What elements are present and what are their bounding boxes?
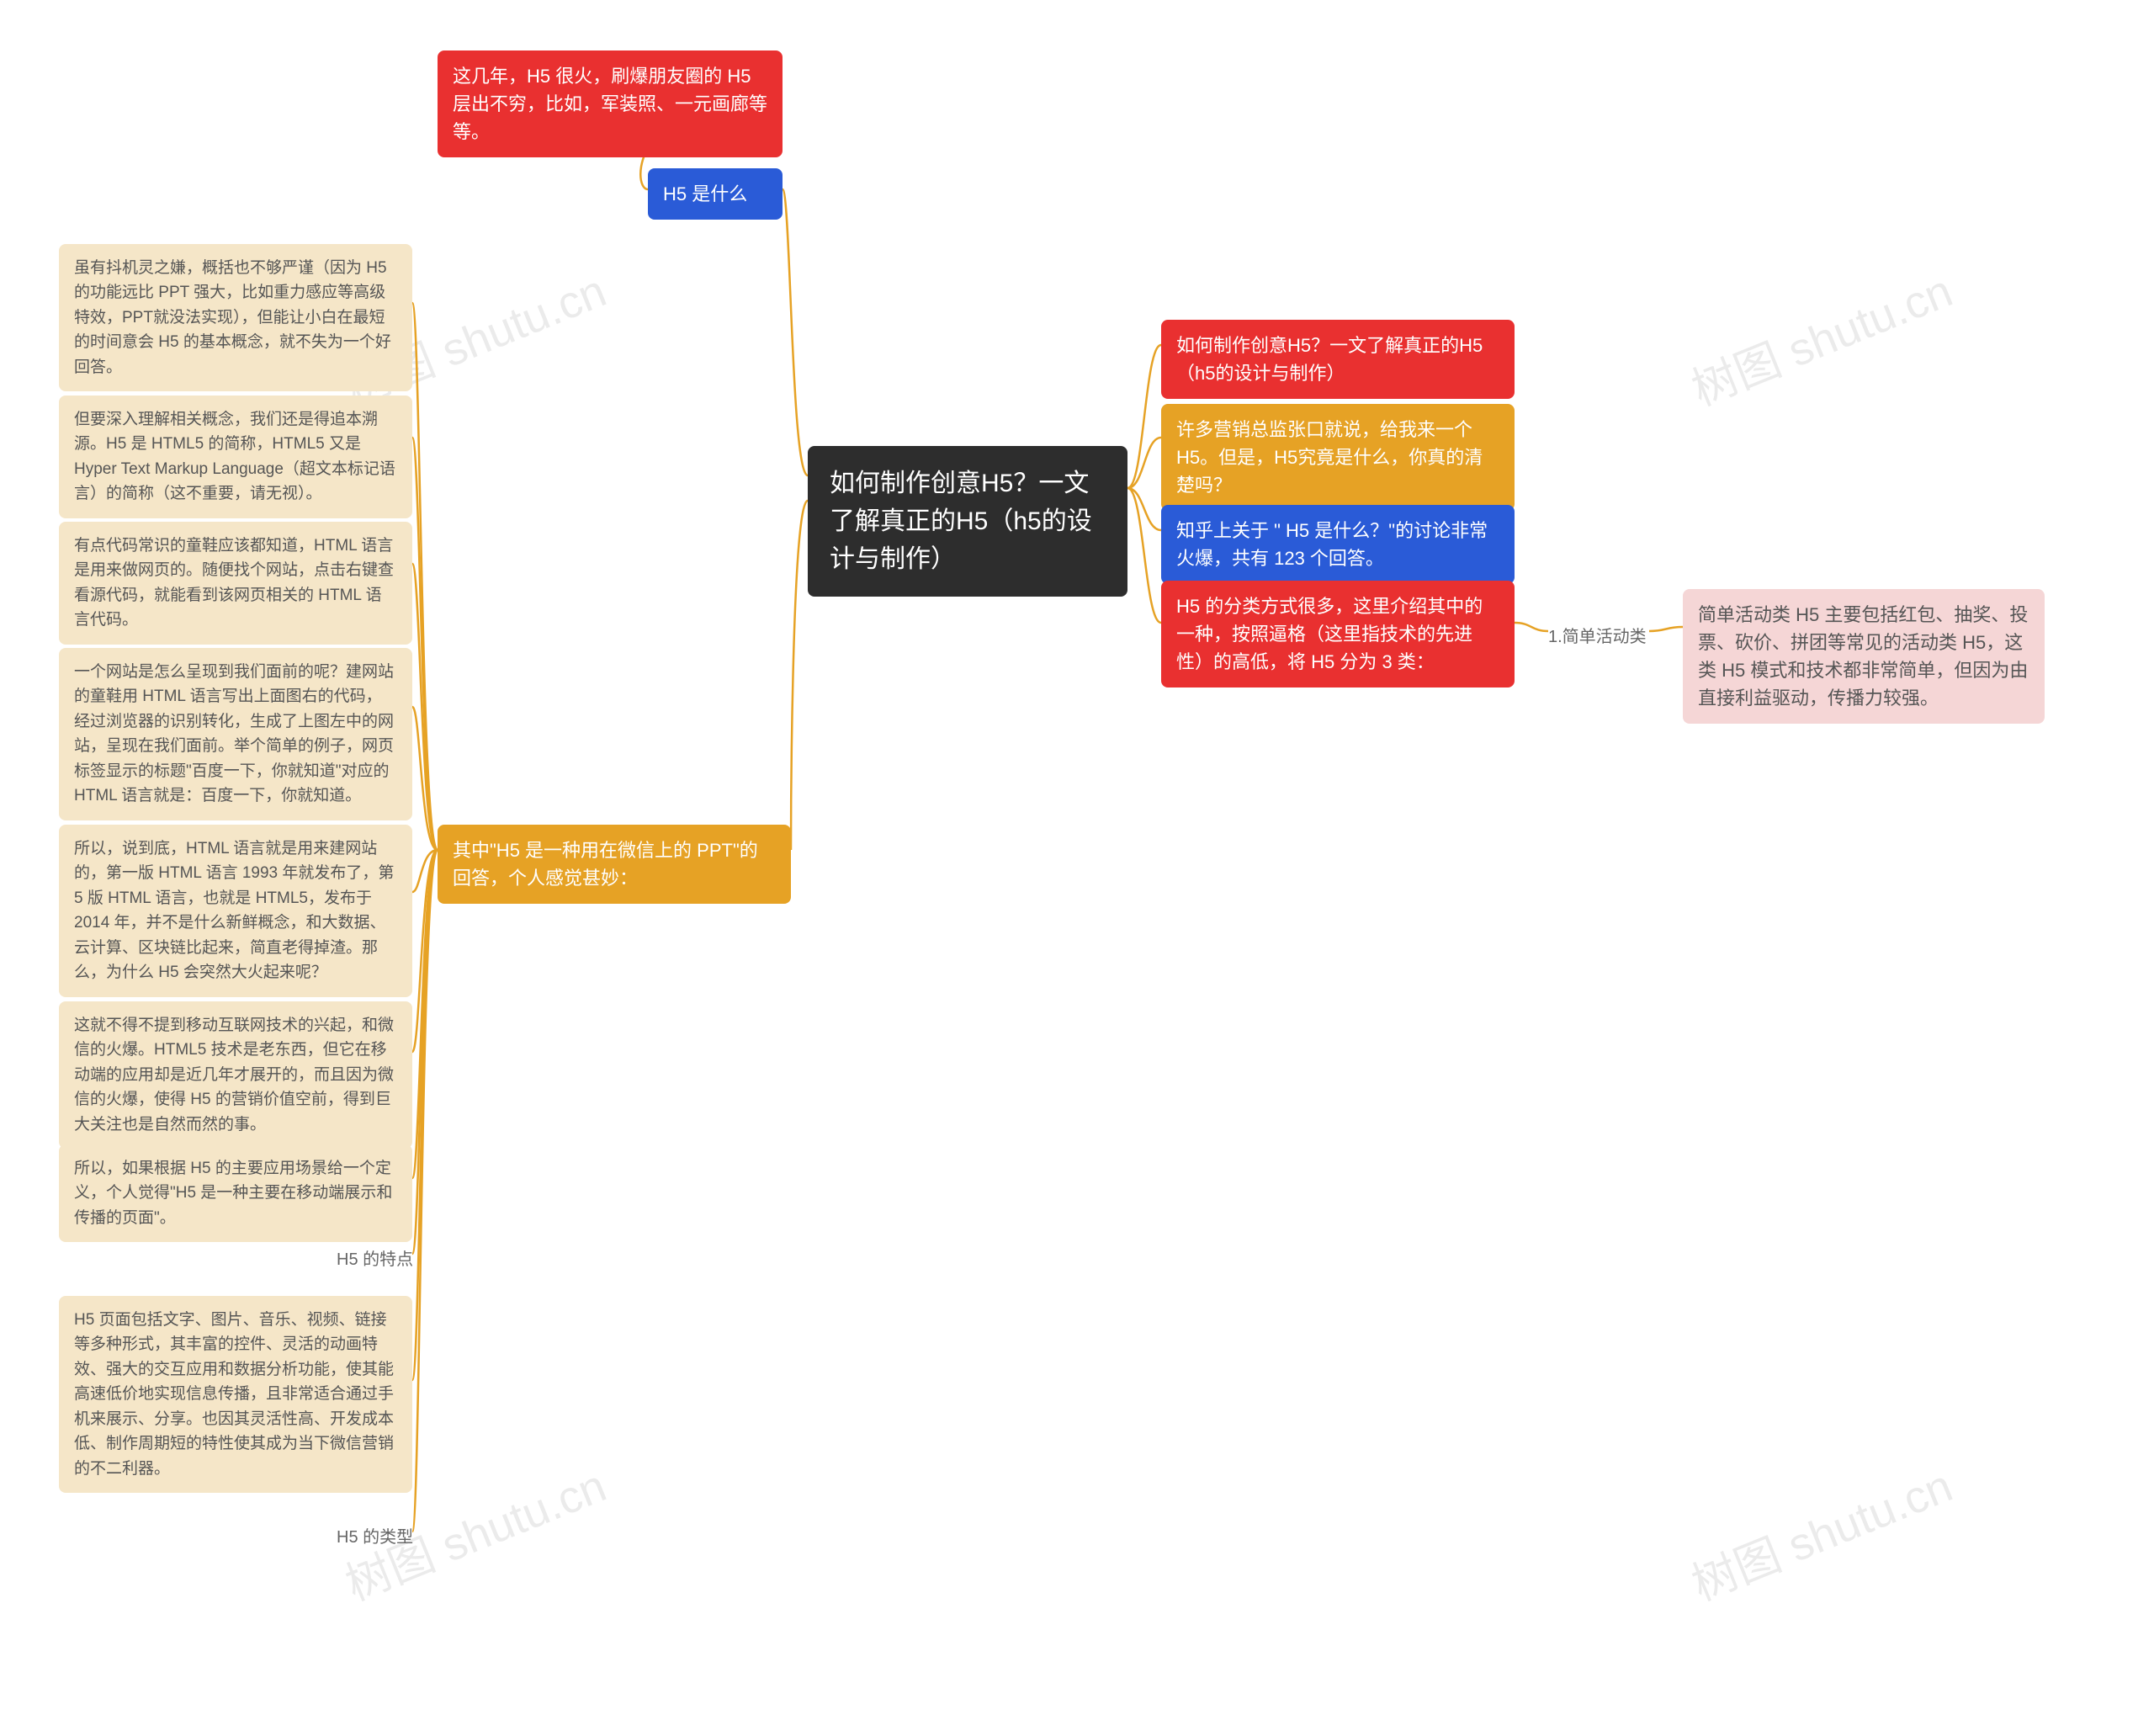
beige-node[interactable]: H5 页面包括文字、图片、音乐、视频、链接等多种形式，其丰富的控件、灵活的动画特… bbox=[59, 1296, 412, 1493]
watermark: 树图 shutu.cn bbox=[1680, 1449, 1960, 1614]
beige-node[interactable]: 所以，如果根据 H5 的主要应用场景给一个定义，个人觉得"H5 是一种主要在移动… bbox=[59, 1144, 412, 1242]
center-node[interactable]: 如何制作创意H5？一文了解真正的H5（h5的设计与制作） bbox=[808, 446, 1127, 597]
beige-node[interactable]: 所以，说到底，HTML 语言就是用来建网站的，第一版 HTML 语言 1993 … bbox=[59, 825, 412, 997]
beige-node[interactable]: 虽有抖机灵之嫌，概括也不够严谨（因为 H5 的功能远比 PPT 强大，比如重力感… bbox=[59, 244, 412, 391]
right-node[interactable]: H5 的分类方式很多，这里介绍其中的一种，按照逼格（这里指技术的先进性）的高低，… bbox=[1161, 581, 1515, 687]
right-node[interactable]: 知乎上关于 " H5 是什么？"的讨论非常火爆，共有 123 个回答。 bbox=[1161, 505, 1515, 584]
right-node[interactable]: 如何制作创意H5？一文了解真正的H5（h5的设计与制作） bbox=[1161, 320, 1515, 399]
beige-node[interactable]: 但要深入理解相关概念，我们还是得追本溯源。H5 是 HTML5 的简称，HTML… bbox=[59, 396, 412, 518]
watermark: 树图 shutu.cn bbox=[1680, 254, 1960, 419]
right-leaf-node[interactable]: 简单活动类 H5 主要包括红包、抽奖、投票、砍价、拼团等常见的活动类 H5，这类… bbox=[1683, 589, 2045, 724]
left-top-node[interactable]: H5 是什么 bbox=[648, 168, 783, 220]
beige-label: H5 的类型 bbox=[337, 1523, 413, 1548]
beige-node[interactable]: 有点代码常识的童鞋应该都知道，HTML 语言是用来做网页的。随便找个网站，点击右… bbox=[59, 522, 412, 645]
beige-node[interactable]: 这就不得不提到移动互联网技术的兴起，和微信的火爆。HTML5 技术是老东西，但它… bbox=[59, 1001, 412, 1149]
left-top-node[interactable]: 这几年，H5 很火，刷爆朋友圈的 H5 层出不穷，比如，军装照、一元画廊等等。 bbox=[438, 50, 783, 157]
right-sublabel: 1.简单活动类 bbox=[1548, 623, 1647, 647]
beige-label: H5 的特点 bbox=[337, 1245, 413, 1270]
beige-node[interactable]: 一个网站是怎么呈现到我们面前的呢？建网站的童鞋用 HTML 语言写出上面图右的代… bbox=[59, 648, 412, 820]
right-node[interactable]: 许多营销总监张口就说，给我来一个 H5。但是，H5究竟是什么，你真的清楚吗？ bbox=[1161, 404, 1515, 511]
left-mid-node[interactable]: 其中"H5 是一种用在微信上的 PPT"的回答，个人感觉甚妙： bbox=[438, 825, 791, 904]
